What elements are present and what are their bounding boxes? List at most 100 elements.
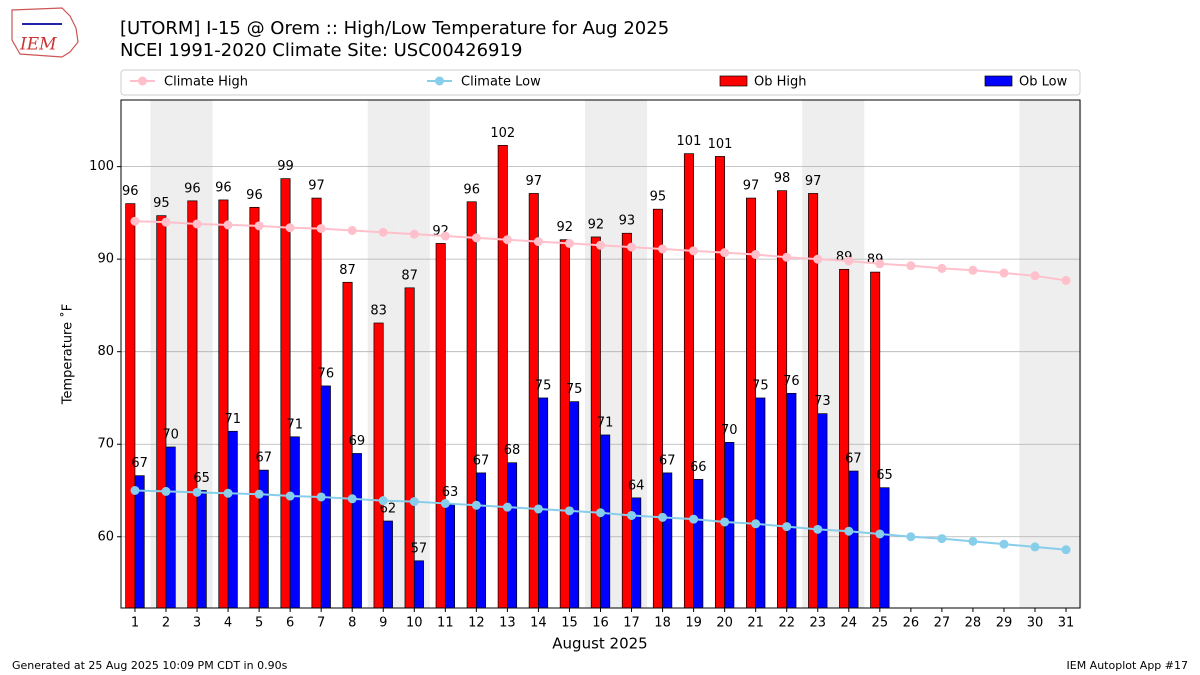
bar xyxy=(786,392,797,609)
data-label: 97 xyxy=(308,179,325,194)
bar xyxy=(165,446,176,609)
bar xyxy=(559,239,570,609)
y-tick-label: 80 xyxy=(97,344,114,359)
marker xyxy=(409,497,419,507)
x-tick-label: 1 xyxy=(131,616,139,631)
bar xyxy=(879,487,890,609)
x-tick-label: 13 xyxy=(499,616,516,631)
data-label: 93 xyxy=(619,214,636,229)
data-label: 67 xyxy=(659,453,676,468)
x-tick-label: 27 xyxy=(934,616,951,631)
marker xyxy=(564,238,574,248)
marker xyxy=(316,224,326,234)
x-tick-label: 4 xyxy=(224,616,232,631)
marker xyxy=(347,225,357,235)
legend-swatch xyxy=(984,75,1013,87)
data-label: 67 xyxy=(255,451,272,466)
legend-label: Ob Low xyxy=(1019,75,1068,90)
data-label: 92 xyxy=(557,220,574,235)
bar xyxy=(569,401,580,609)
y-tick-label: 100 xyxy=(89,159,114,174)
marker xyxy=(1030,542,1040,552)
y-tick-label: 90 xyxy=(97,252,114,267)
legend-swatch xyxy=(719,75,748,87)
x-tick-label: 29 xyxy=(996,616,1013,631)
marker xyxy=(502,502,512,512)
marker xyxy=(627,242,637,252)
data-label: 97 xyxy=(526,174,543,189)
data-label: 70 xyxy=(721,423,738,438)
marker xyxy=(968,536,978,546)
bar xyxy=(218,199,229,609)
marker xyxy=(192,219,202,229)
marker xyxy=(130,485,140,495)
bar xyxy=(280,178,291,609)
data-label: 95 xyxy=(153,196,170,211)
data-label: 70 xyxy=(162,427,179,442)
data-label: 69 xyxy=(349,434,366,449)
marker xyxy=(564,506,574,516)
data-label: 99 xyxy=(277,159,294,174)
data-label: 96 xyxy=(246,188,263,203)
data-label: 71 xyxy=(597,415,614,430)
legend-marker xyxy=(435,76,444,86)
x-axis-label: August 2025 xyxy=(552,635,647,653)
x-tick-label: 2 xyxy=(162,616,170,631)
bar xyxy=(746,197,757,609)
marker xyxy=(1061,275,1071,285)
data-label: 76 xyxy=(318,366,335,381)
marker xyxy=(471,500,481,510)
legend-label: Climate Low xyxy=(461,75,541,90)
x-tick-label: 24 xyxy=(841,616,858,631)
legend-label: Climate High xyxy=(164,75,248,90)
y-axis-label: Temperature ˚F xyxy=(60,304,76,405)
data-label: 83 xyxy=(370,304,387,319)
bar xyxy=(652,208,663,609)
bar xyxy=(134,475,145,609)
legend-box xyxy=(120,69,1081,96)
data-label: 62 xyxy=(380,502,397,517)
data-label: 92 xyxy=(588,217,605,232)
marker xyxy=(968,265,978,275)
x-tick-label: 9 xyxy=(379,616,387,631)
marker xyxy=(502,235,512,245)
x-tick-label: 19 xyxy=(685,616,702,631)
bar xyxy=(839,268,850,609)
marker xyxy=(751,250,761,260)
bar xyxy=(476,472,487,609)
marker xyxy=(1061,545,1071,555)
bar xyxy=(507,462,518,609)
bar xyxy=(662,472,673,609)
marker xyxy=(285,223,295,233)
marker xyxy=(378,496,388,506)
marker xyxy=(906,532,916,542)
bar xyxy=(683,153,694,609)
data-label: 96 xyxy=(122,184,139,199)
data-label: 75 xyxy=(752,378,769,393)
marker xyxy=(720,517,730,527)
x-tick-label: 26 xyxy=(903,616,920,631)
x-tick-label: 30 xyxy=(1027,616,1044,631)
marker xyxy=(347,494,357,504)
x-tick-label: 10 xyxy=(406,616,423,631)
data-label: 64 xyxy=(628,478,645,493)
logo-text: IEM xyxy=(19,35,57,55)
bar xyxy=(848,470,859,609)
bar xyxy=(870,271,881,609)
x-tick-label: 31 xyxy=(1058,616,1075,631)
bar xyxy=(435,243,446,609)
marker xyxy=(658,244,668,254)
bar xyxy=(249,206,260,609)
logo: IEM xyxy=(11,7,79,58)
x-tick-label: 6 xyxy=(286,616,294,631)
data-label: 68 xyxy=(504,443,521,458)
x-tick-label: 20 xyxy=(716,616,733,631)
bar xyxy=(289,436,300,609)
marker xyxy=(875,529,885,539)
x-tick-label: 22 xyxy=(778,616,795,631)
data-label: 57 xyxy=(411,541,428,556)
data-label: 75 xyxy=(566,382,583,397)
marker xyxy=(813,254,823,264)
bar xyxy=(714,156,725,609)
